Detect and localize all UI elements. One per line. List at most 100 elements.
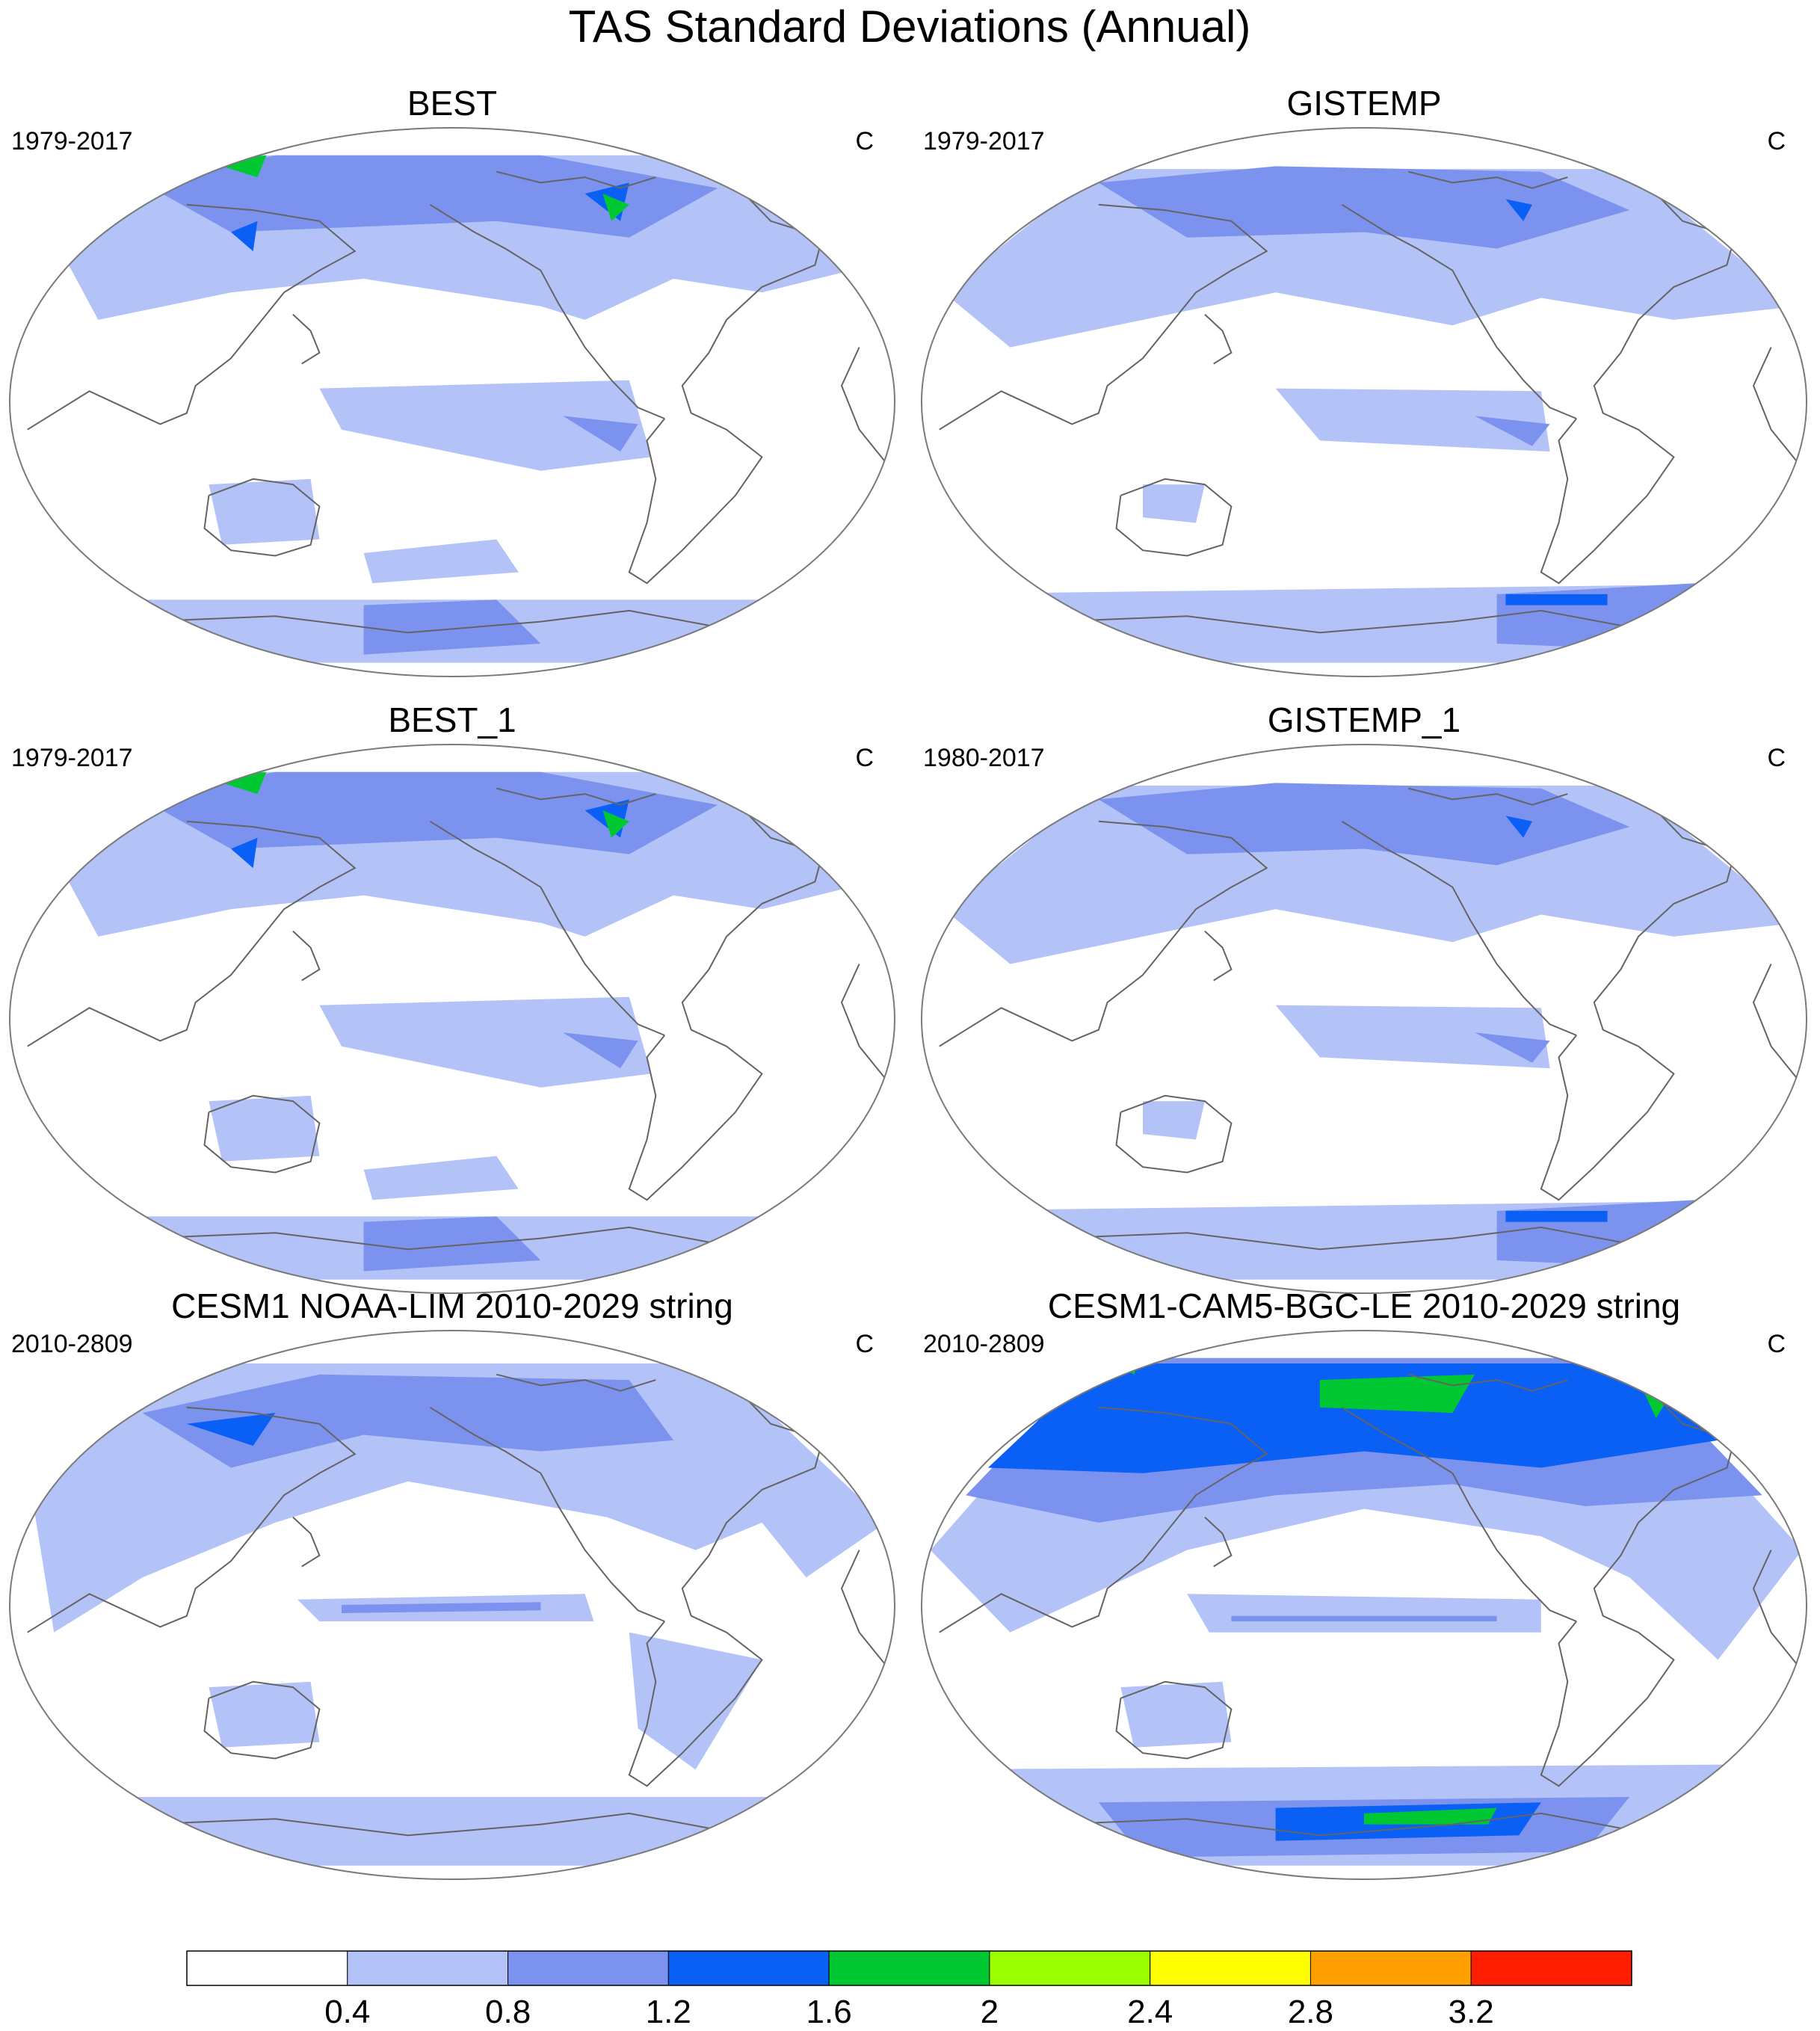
contour-region: [142, 155, 718, 238]
coastline: [27, 820, 357, 1047]
colorbar-box: [989, 1950, 1151, 1986]
contour-region: [209, 478, 320, 545]
contour-region: [629, 1632, 762, 1770]
panel-title: BEST_1: [388, 700, 516, 739]
contour-region: [231, 221, 258, 252]
colorbar-box: [667, 1950, 830, 1986]
map-panel: GISTEMP_1 1980-2017 C: [921, 700, 1807, 1294]
coastline: [1752, 347, 1798, 463]
coastline: [292, 313, 321, 365]
colorbar-label: 0.4: [324, 1994, 370, 2030]
contour-fills: [922, 783, 1807, 1280]
colorbar-label: 0.8: [485, 1994, 531, 2030]
contour-region: [209, 1095, 320, 1162]
contour-region: [363, 600, 541, 655]
contour-region: [1505, 199, 1532, 221]
coastline: [1341, 820, 1577, 1036]
colorbar-box: [1150, 1950, 1311, 1986]
panel-units: C: [855, 1330, 874, 1358]
coastline: [1341, 1406, 1577, 1622]
coastline: [1341, 203, 1577, 419]
coastline: [292, 930, 321, 981]
colorbar-label: 3.2: [1449, 1994, 1494, 2030]
contour-fills: [10, 1363, 895, 1866]
contour-region: [186, 1413, 276, 1446]
coastline: [429, 1406, 665, 1622]
contour-region: [231, 837, 258, 869]
coastline: [27, 203, 357, 431]
map-outline: [921, 1330, 1807, 1880]
contour-fills: [922, 1352, 1807, 1866]
contour-region: [1098, 783, 1630, 866]
contour-region: [1505, 594, 1608, 605]
contour-region: [1090, 1352, 1117, 1369]
map-panel: GISTEMP 1979-2017 C: [921, 84, 1807, 677]
map-outline: [921, 744, 1807, 1294]
colorbar-box: [508, 1950, 669, 1986]
panel-title: GISTEMP: [1286, 84, 1441, 123]
coastline: [628, 848, 825, 1201]
coastlines: [939, 1368, 1798, 1837]
contour-region: [1475, 416, 1550, 446]
panel-units: C: [855, 744, 874, 772]
colorbar-label: 2: [981, 1994, 999, 2030]
contour-region: [1187, 1594, 1541, 1633]
coastline: [496, 1373, 656, 1392]
contour-region: [563, 1032, 638, 1069]
colorbar-box: [1310, 1950, 1472, 1986]
contour-region: [142, 1374, 674, 1468]
coastline: [1540, 1434, 1737, 1787]
contour-region: [1364, 1807, 1497, 1825]
coastline: [1204, 1516, 1233, 1568]
panel-units: C: [1767, 1330, 1786, 1358]
coastline: [1115, 1094, 1233, 1174]
coastline: [1407, 787, 1568, 806]
contour-region: [563, 416, 638, 452]
coastline: [1407, 1373, 1568, 1392]
colorbar-box: [186, 1950, 348, 1986]
contour-region: [1475, 1032, 1550, 1063]
contour-region: [1143, 1101, 1205, 1140]
panel-period: 2010-2809: [11, 1330, 133, 1358]
map-panel: CESM1 NOAA-LIM 2010-2029 string 2010-2809…: [9, 1286, 895, 1880]
coastline: [1540, 232, 1737, 585]
coastline: [429, 203, 665, 419]
coastline: [203, 1094, 321, 1174]
coastline: [292, 1516, 321, 1568]
map-outline: [9, 127, 895, 677]
contour-region: [319, 996, 652, 1088]
map-panels: BEST 1979-2017 C GISTEMP 1979-2017 C BEST_1 197…: [9, 84, 1807, 1880]
contour-region: [142, 771, 718, 854]
contour-region: [1319, 1374, 1475, 1414]
coastline: [1752, 964, 1798, 1080]
panel-title: BEST: [407, 84, 497, 123]
colorbar-label: 2.4: [1127, 1994, 1173, 2030]
panel-title: GISTEMP_1: [1268, 700, 1460, 739]
panel-period: 2010-2809: [923, 1330, 1045, 1358]
coastline: [1204, 930, 1233, 981]
colorbar-box: [347, 1950, 509, 1986]
panel-period: 1979-2017: [11, 744, 133, 772]
panel-units: C: [1767, 744, 1786, 772]
coastline: [1407, 170, 1568, 189]
colorbar-label: 1.6: [806, 1994, 852, 2030]
map-panel: BEST_1 1979-2017 C: [9, 700, 895, 1294]
panel-title: CESM1 NOAA-LIM 2010-2029 string: [171, 1286, 733, 1325]
contour-region: [1505, 1210, 1608, 1222]
panel-title: CESM1-CAM5-BGC-LE 2010-2029 string: [1048, 1286, 1680, 1325]
figure-title: TAS Standard Deviations (Annual): [569, 1, 1251, 52]
colorbar: 0.4 0.8 1.2 1.6 2 2.4 2.8 3.2: [186, 1950, 1632, 2030]
coastline: [429, 820, 665, 1036]
panel-period: 1979-2017: [11, 127, 133, 155]
contour-region: [602, 194, 629, 221]
coastline: [203, 1680, 321, 1760]
contour-region: [1496, 1200, 1696, 1266]
coastline: [1115, 478, 1233, 557]
colorbar-box: [1470, 1950, 1632, 1986]
coastline: [840, 1550, 886, 1666]
colorbar-frame: [186, 1950, 1632, 1986]
contour-region: [319, 380, 652, 471]
contour-region: [1496, 583, 1696, 650]
contour-region: [363, 1156, 519, 1201]
colorbar-label: 1.2: [646, 1994, 691, 2030]
